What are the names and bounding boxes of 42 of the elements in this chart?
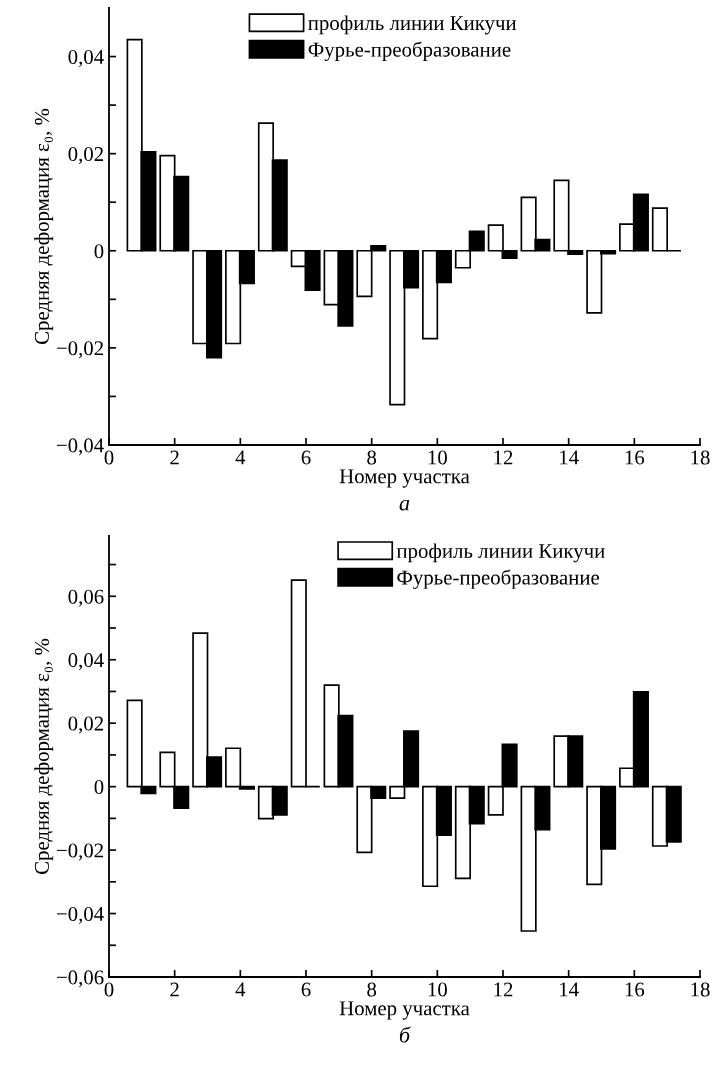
y-axis-title: Средняя деформация ε₀, % xyxy=(34,638,54,874)
y-tick-label: 0 xyxy=(94,780,104,795)
x-axis-title: Номер участка xyxy=(339,1001,470,1020)
x-tick-label: 0 xyxy=(104,982,114,997)
x-tick-label: 2 xyxy=(170,982,179,997)
x-tick-label: 6 xyxy=(301,982,311,997)
x-tick-label: 14 xyxy=(560,982,579,997)
y-tick-label: −0,06 xyxy=(56,970,104,988)
x-tick-label: 16 xyxy=(625,450,645,465)
legend-label: профиль линии Кикучи xyxy=(308,15,517,35)
y-tick-label: −0,04 xyxy=(56,438,104,456)
legend-label: Фурье-преобразование xyxy=(397,569,600,589)
x-tick-label: 10 xyxy=(428,450,447,465)
x-tick-label: 14 xyxy=(560,450,579,465)
x-tick-label: 8 xyxy=(367,982,377,997)
x-tick-label: 12 xyxy=(494,450,513,465)
y-tick-label: −0,04 xyxy=(56,906,104,924)
y-tick-label: 0,02 xyxy=(68,147,103,165)
x-axis-title: Номер участка xyxy=(339,469,470,488)
y-tick-label: 0,06 xyxy=(68,589,104,607)
legend-label: профиль линии Кикучи xyxy=(396,543,605,563)
x-tick-label: 18 xyxy=(691,982,710,997)
x-tick-label: 2 xyxy=(170,450,179,465)
x-tick-label: 10 xyxy=(428,982,447,997)
text: а xyxy=(399,499,410,511)
x-tick-label: 16 xyxy=(625,982,645,997)
y-tick-label: −0,02 xyxy=(56,341,103,359)
y-tick-label: 0,04 xyxy=(68,49,104,67)
y-axis-title: Средняя деформация ε₀, % xyxy=(34,108,54,344)
x-tick-label: 8 xyxy=(367,450,377,465)
x-tick-label: 18 xyxy=(691,450,710,465)
y-tick-label: 0 xyxy=(94,244,104,259)
y-tick-label: −0,02 xyxy=(56,843,103,861)
x-tick-label: 12 xyxy=(494,982,513,997)
x-tick-label: 4 xyxy=(235,982,246,997)
legend-label: Фурье-преобразование xyxy=(308,41,511,61)
text: б xyxy=(399,1026,411,1043)
x-tick-label: 4 xyxy=(235,450,246,465)
x-tick-label: 6 xyxy=(301,450,311,465)
y-tick-label: 0,02 xyxy=(68,716,103,734)
y-tick-label: 0,04 xyxy=(68,653,104,671)
x-tick-label: 0 xyxy=(104,450,114,465)
